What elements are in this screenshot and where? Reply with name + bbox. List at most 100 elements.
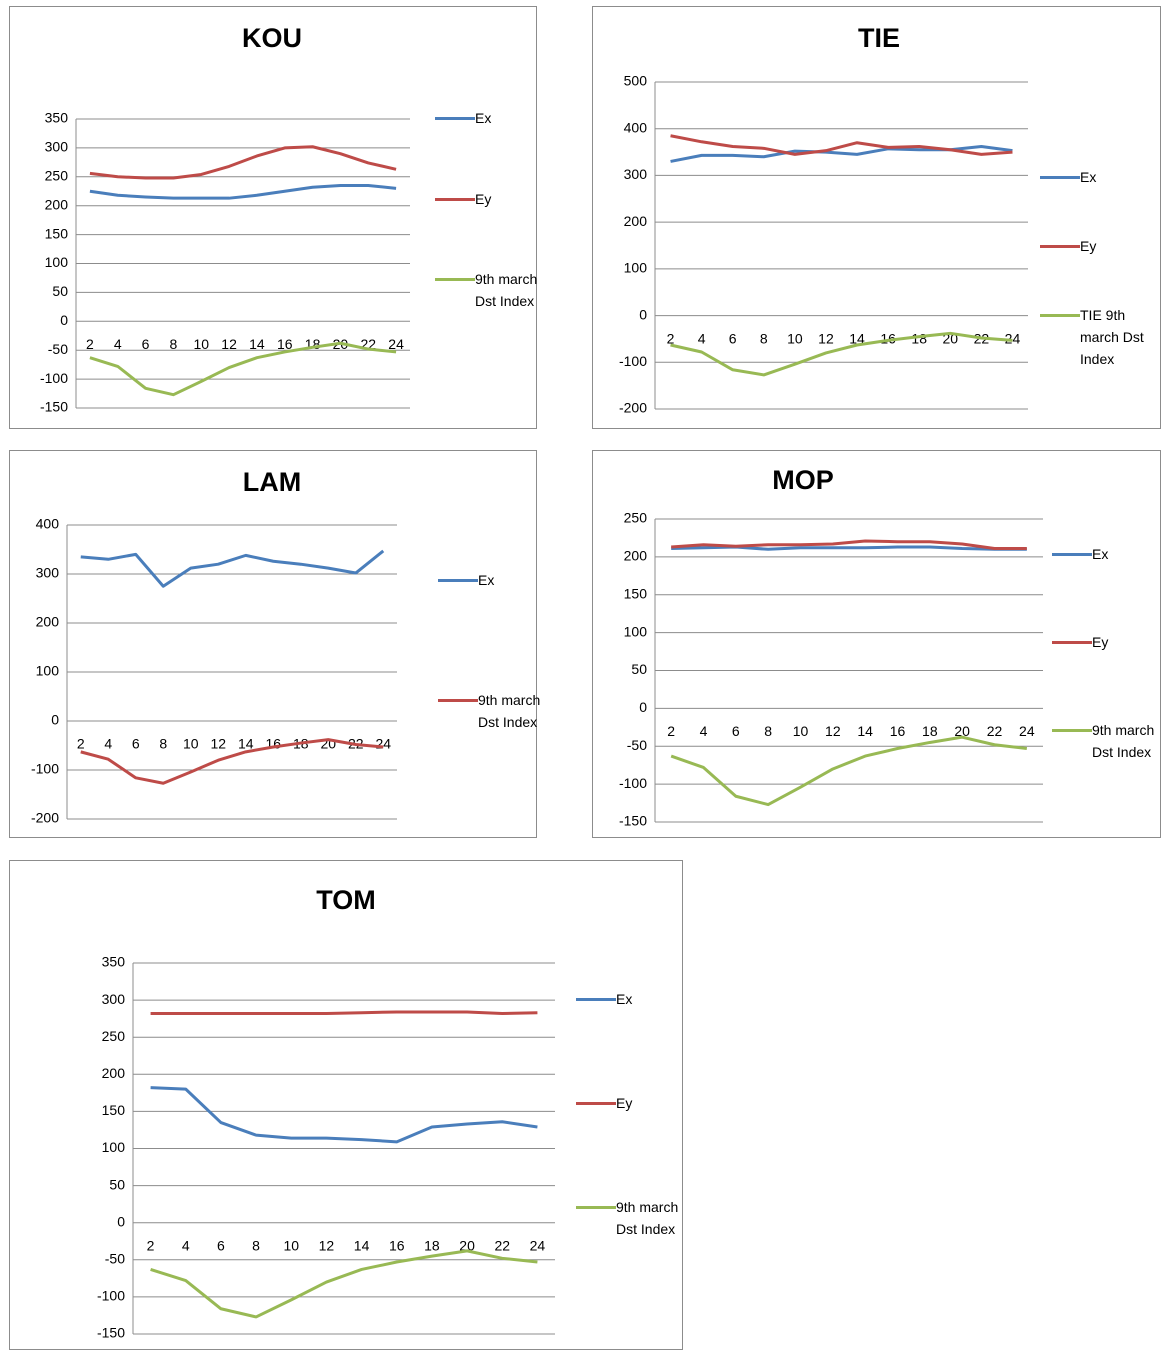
y-tick-label: 350 (45, 110, 69, 126)
y-tick-label: 50 (109, 1176, 125, 1192)
legend-swatch (1052, 641, 1092, 644)
y-tick-label: -100 (97, 1288, 125, 1304)
y-tick-label: 200 (624, 548, 648, 564)
x-tick-label: 2 (86, 336, 94, 352)
series-line (670, 735, 1028, 807)
series-line (150, 1249, 538, 1319)
x-tick-label: 20 (459, 1237, 475, 1253)
y-tick-label: 100 (102, 1139, 126, 1155)
y-tick-label: -100 (40, 370, 68, 386)
y-tick-label: 150 (45, 225, 69, 241)
y-tick-label: 150 (102, 1102, 126, 1118)
legend-swatch (1052, 553, 1092, 556)
x-tick-label: 24 (1019, 723, 1035, 739)
legend-item: 9th march Dst Index (1052, 721, 1161, 763)
y-tick-label: 0 (51, 712, 59, 728)
legend-item: Ey (576, 1094, 694, 1114)
series-line (670, 144, 1013, 163)
x-tick-label: 16 (389, 1237, 405, 1253)
x-tick-label: 10 (787, 330, 803, 346)
series-line (150, 1010, 538, 1015)
x-tick-label: 10 (793, 723, 809, 739)
legend-item: 9th march Dst Index (576, 1198, 694, 1240)
x-tick-label: 2 (147, 1237, 155, 1253)
legend-swatch (435, 198, 475, 201)
legend-label: 9th march Dst Index (478, 692, 541, 730)
x-tick-label: 4 (104, 736, 112, 752)
x-tick-label: 8 (159, 736, 167, 752)
series-line (670, 134, 1013, 156)
y-tick-label: 400 (36, 516, 60, 532)
x-tick-label: 14 (354, 1237, 370, 1253)
y-tick-label: 300 (45, 139, 69, 155)
x-tick-label: 6 (142, 336, 150, 352)
legend-item: Ex (576, 990, 694, 1010)
x-tick-label: 12 (221, 336, 237, 352)
legend-label: 9th march Dst Index (1092, 722, 1155, 760)
x-tick-label: 2 (667, 723, 675, 739)
legend-label: 9th march Dst Index (616, 1199, 679, 1237)
x-tick-label: 14 (249, 336, 265, 352)
series-line (150, 1086, 538, 1144)
y-tick-label: 50 (631, 661, 647, 677)
legend-swatch (576, 1102, 616, 1105)
legend-label: Ex (616, 991, 633, 1007)
y-tick-label: 150 (624, 585, 648, 601)
x-tick-label: 16 (890, 723, 906, 739)
x-tick-label: 20 (320, 736, 336, 752)
legend-label: TIE 9th march Dst Index (1080, 307, 1144, 367)
legend-swatch (576, 998, 616, 1001)
legend-swatch (576, 1206, 616, 1209)
x-tick-label: 8 (760, 330, 768, 346)
legend-item: Ey (435, 190, 553, 210)
y-tick-label: 200 (102, 1065, 126, 1081)
x-tick-label: 22 (987, 723, 1003, 739)
y-tick-label: 0 (117, 1213, 125, 1229)
y-tick-label: 100 (624, 623, 648, 639)
y-tick-label: 100 (45, 254, 69, 270)
legend-label: 9th march Dst Index (475, 271, 538, 309)
legend-swatch (438, 579, 478, 582)
x-tick-label: 6 (729, 330, 737, 346)
x-tick-label: 8 (252, 1237, 260, 1253)
x-tick-label: 6 (217, 1237, 225, 1253)
series-line (80, 738, 384, 785)
legend-label: Ey (1080, 238, 1097, 254)
y-tick-label: -100 (31, 761, 59, 777)
y-tick-label: -50 (105, 1251, 125, 1267)
chart-title: TOM (316, 885, 376, 915)
y-tick-label: 350 (102, 954, 126, 970)
series-line (670, 331, 1013, 377)
legend-swatch (1040, 314, 1080, 317)
legend-label: Ex (478, 572, 495, 588)
legend-swatch (1040, 176, 1080, 179)
legend-item: Ex (435, 109, 553, 129)
legend-swatch (1040, 245, 1080, 248)
y-tick-label: 0 (639, 699, 647, 715)
series-line (671, 545, 1027, 551)
series-line (89, 145, 397, 180)
legend-label: Ex (475, 110, 492, 126)
x-tick-label: 12 (210, 736, 226, 752)
x-tick-label: 4 (700, 723, 708, 739)
x-tick-label: 24 (388, 336, 404, 352)
legend-label: Ex (1092, 546, 1109, 562)
legend-label: Ey (475, 191, 492, 207)
y-tick-label: -100 (619, 775, 647, 791)
y-tick-label: 100 (36, 663, 60, 679)
x-tick-label: 12 (825, 723, 841, 739)
x-tick-label: 18 (922, 723, 938, 739)
legend-item: 9th march Dst Index (435, 270, 553, 312)
chart-title: KOU (242, 23, 302, 53)
y-tick-label: 100 (624, 260, 648, 276)
series-line (671, 539, 1027, 551)
y-tick-label: 300 (624, 166, 648, 182)
x-tick-label: 10 (183, 736, 199, 752)
y-tick-label: -200 (31, 810, 59, 826)
series-line (89, 183, 397, 200)
x-tick-label: 14 (857, 723, 873, 739)
x-tick-label: 8 (170, 336, 178, 352)
legend-item: Ey (1040, 237, 1158, 257)
legend-item: TIE 9th march Dst Index (1040, 306, 1158, 370)
